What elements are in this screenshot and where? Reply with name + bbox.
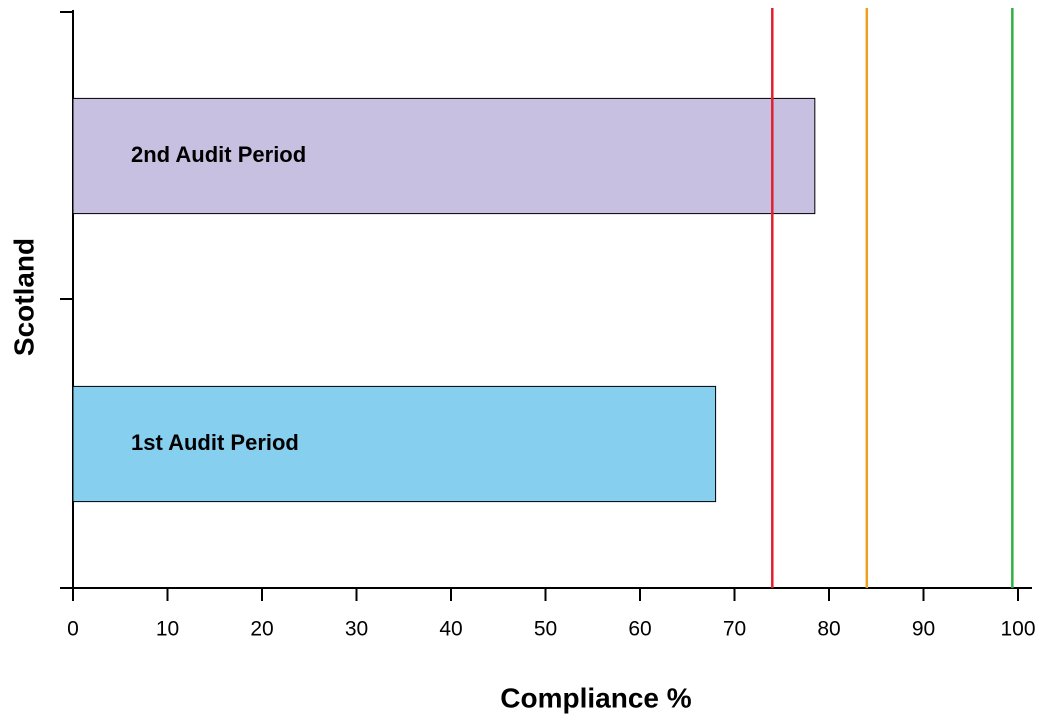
x-tick-label: 70: [723, 618, 746, 641]
x-tick-label: 10: [156, 618, 179, 641]
y-axis-title: Scotland: [8, 238, 39, 356]
x-axis-title: Compliance %: [500, 682, 691, 713]
x-tick-label: 50: [534, 618, 557, 641]
x-tick-label: 40: [439, 618, 462, 641]
x-tick-label: 0: [67, 618, 79, 641]
x-tick-label: 20: [250, 618, 273, 641]
x-tick-label: 80: [817, 618, 840, 641]
bar-label: 2nd Audit Period: [131, 142, 306, 167]
x-tick-label: 90: [912, 618, 935, 641]
bar: [72, 385, 717, 503]
bar: [72, 97, 816, 215]
x-tick-label: 30: [345, 618, 368, 641]
x-tick-label: 60: [628, 618, 651, 641]
x-tick-label: 100: [1000, 618, 1035, 641]
bar-label: 1st Audit Period: [131, 430, 299, 455]
